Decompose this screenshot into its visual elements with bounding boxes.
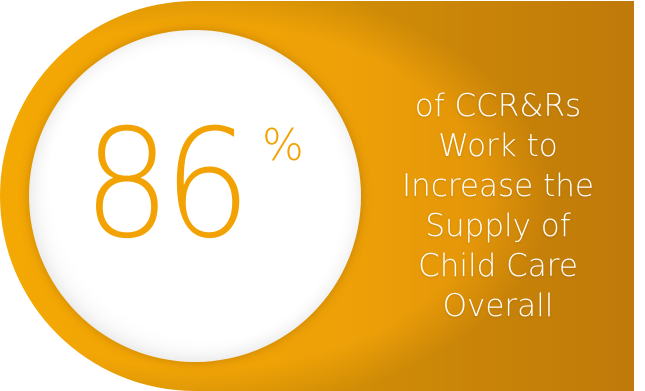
stat-percent-sign: % [262,120,304,171]
caption-line-6: Overall [442,288,554,324]
caption-line-1: of CCR&Rs [414,88,582,124]
stat-circle [29,30,361,362]
caption-line-5: Child Care [418,248,578,284]
caption-line-3: Increase the [402,168,594,204]
stat-value: 86 [83,98,251,272]
caption-line-4: Supply of [425,208,571,244]
stat-caption: of CCR&Rs Work to Increase the Supply of… [378,86,618,326]
caption-line-2: Work to [438,128,558,164]
